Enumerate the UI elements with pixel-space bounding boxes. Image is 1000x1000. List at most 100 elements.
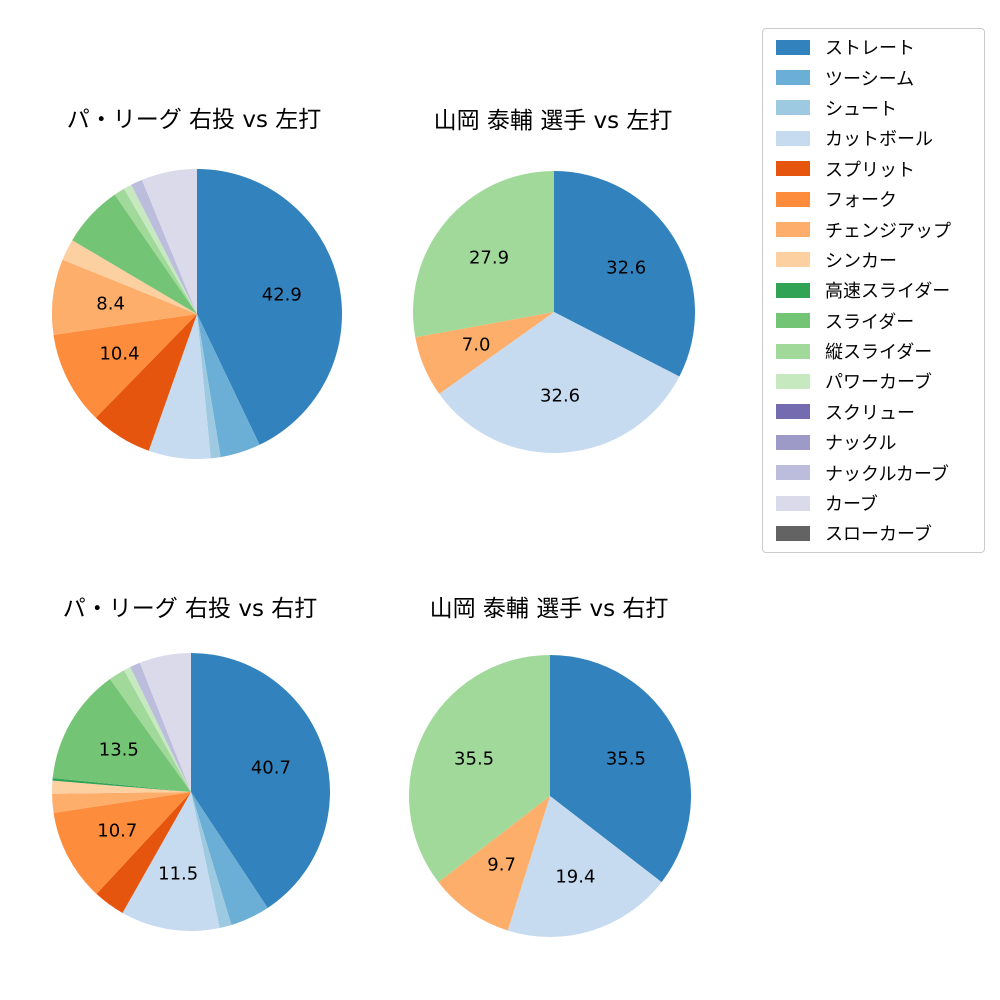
- legend-item-6: チェンジアップ: [763, 214, 984, 244]
- pie-slice: [191, 792, 232, 929]
- pie-chart-league-vs-right: [51, 653, 331, 935]
- pie-slice: [438, 796, 550, 931]
- legend-item-label: フォーク: [825, 190, 897, 212]
- legend-item-2: シュート: [763, 93, 984, 123]
- pie-slice: [53, 792, 191, 894]
- legend-item-label: パワーカーブ: [825, 372, 932, 394]
- pie-value-label: 40.7: [250, 757, 291, 779]
- chart-title-league-vs-left: パ・リーグ 右投 vs 左打: [66, 107, 322, 133]
- legend-color-swatch: [776, 130, 810, 146]
- pie-value-label: 9.7: [487, 854, 516, 876]
- pie-slice: [114, 188, 197, 314]
- pie-svg: [412, 171, 695, 453]
- pie-slice: [52, 778, 192, 792]
- pie-slice: [139, 653, 191, 792]
- pie-chart-player-vs-left: [412, 171, 695, 457]
- legend-item-label: シュート: [825, 98, 897, 120]
- pie-svg: [51, 169, 343, 460]
- legend-item-label: スクリュー: [825, 402, 915, 424]
- legend-color-swatch: [776, 70, 810, 86]
- legend-item-label: スローカーブ: [825, 524, 932, 546]
- pie-slice: [131, 179, 197, 314]
- pie-slice: [439, 312, 680, 453]
- legend-item-label: シンカー: [825, 250, 897, 272]
- chart-title-player-vs-right: 山岡 泰輔 選手 vs 右打: [429, 596, 669, 622]
- legend-color-swatch: [776, 161, 810, 177]
- pie-slice: [123, 184, 197, 314]
- legend-item-4: スプリット: [763, 154, 984, 184]
- legend-color-swatch: [776, 373, 810, 389]
- legend-item-label: スライダー: [825, 311, 915, 333]
- chart-title-player-vs-left: 山岡 泰輔 選手 vs 左打: [433, 108, 673, 134]
- pie-slice: [110, 670, 191, 792]
- chart-title-league-vs-right: パ・リーグ 右投 vs 右打: [62, 596, 318, 622]
- legend-item-label: ツーシーム: [825, 68, 915, 90]
- pie-slice: [52, 792, 192, 813]
- pie-slice: [507, 796, 662, 938]
- pie-slice: [96, 792, 191, 913]
- pie-slice: [191, 792, 268, 925]
- legend-color-swatch: [776, 434, 810, 450]
- legend-item-label: スプリット: [825, 159, 915, 181]
- pie-slice: [412, 171, 554, 338]
- legend-item-label: ナックルカーブ: [825, 463, 949, 485]
- legend-color-swatch: [776, 465, 810, 481]
- legend-color-swatch: [776, 100, 810, 116]
- pie-slice: [415, 312, 554, 394]
- legend-item-11: パワーカーブ: [763, 366, 984, 396]
- pie-slice: [72, 194, 197, 314]
- legend-item-8: 高速スライダー: [763, 275, 984, 305]
- pie-value-label: 13.5: [98, 739, 139, 761]
- pie-value-label: 35.5: [454, 748, 495, 770]
- legend-item-label: 高速スライダー: [825, 281, 951, 303]
- pie-value-label: 42.9: [261, 284, 302, 306]
- legend-item-12: スクリュー: [763, 397, 984, 427]
- legend-color-swatch: [776, 525, 810, 541]
- legend-item-9: スライダー: [763, 306, 984, 336]
- pie-value-label: 27.9: [468, 247, 510, 269]
- legend-item-15: カーブ: [763, 488, 984, 518]
- pie-value-label: 19.4: [555, 866, 596, 888]
- legend-item-10: 縦スライダー: [763, 336, 984, 366]
- legend-item-0: ストレート: [763, 32, 984, 62]
- legend-item-label: チェンジアップ: [825, 220, 951, 242]
- pie-slice: [197, 169, 343, 445]
- legend-color-swatch: [776, 313, 810, 329]
- legend-item-13: ナックル: [763, 427, 984, 457]
- legend-item-16: スローカーブ: [763, 518, 984, 548]
- legend-color-swatch: [776, 404, 810, 420]
- pie-chart-league-vs-left: [51, 169, 343, 463]
- pie-slice: [141, 169, 197, 314]
- legend-color-swatch: [776, 222, 810, 238]
- pie-slice: [51, 780, 191, 794]
- pie-slice: [197, 314, 260, 458]
- legend-item-7: シンカー: [763, 245, 984, 275]
- pie-value-label: 35.5: [605, 748, 646, 770]
- legend-item-label: カットボール: [825, 129, 933, 151]
- legend-color-swatch: [776, 191, 810, 207]
- pie-slice: [122, 792, 220, 931]
- pie-slice: [191, 653, 331, 908]
- legend-item-label: ナックル: [825, 433, 897, 455]
- legend-item-label: ストレート: [825, 38, 915, 60]
- pie-slice: [52, 679, 192, 792]
- legend-item-14: ナックルカーブ: [763, 457, 984, 487]
- legend-color-swatch: [776, 252, 810, 268]
- pie-value-label: 10.7: [97, 820, 138, 842]
- legend-item-label: カーブ: [825, 494, 878, 516]
- legend-color-swatch: [776, 282, 810, 298]
- legend-color-swatch: [776, 495, 810, 511]
- pie-slice: [554, 171, 695, 377]
- legend-item-label: 縦スライダー: [825, 342, 933, 364]
- pie-value-label: 32.6: [540, 385, 581, 407]
- pie-slice: [197, 314, 221, 459]
- pie-value-label: 11.5: [158, 863, 199, 885]
- pie-slice: [409, 655, 550, 883]
- pie-value-label: 8.4: [96, 293, 125, 315]
- pie-value-label: 32.6: [606, 257, 647, 279]
- pie-slice: [95, 314, 197, 451]
- legend-color-swatch: [776, 343, 810, 359]
- pie-slice: [550, 655, 691, 883]
- pie-svg: [51, 653, 331, 931]
